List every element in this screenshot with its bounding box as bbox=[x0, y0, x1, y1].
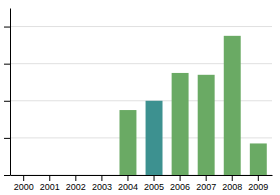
bar bbox=[146, 101, 163, 175]
y-tick bbox=[4, 175, 10, 176]
bar bbox=[15, 175, 32, 176]
bar bbox=[198, 75, 215, 175]
x-tick-label: 2007 bbox=[196, 182, 216, 192]
x-tick: 2009 bbox=[248, 175, 268, 192]
y-tick-mark bbox=[4, 175, 10, 176]
x-tick-label: 2006 bbox=[170, 182, 190, 192]
x-tick-label: 2008 bbox=[222, 182, 242, 192]
x-tick-label: 2003 bbox=[92, 182, 112, 192]
x-tick-mark bbox=[23, 175, 24, 181]
plot: 2000 2001 2002 2003 2004 2005 2006 2007 2008 2009 bbox=[4, 9, 273, 193]
x-tick: 2004 bbox=[118, 175, 138, 192]
chart: 2000 2001 2002 2003 2004 2005 2006 2007 2008 2009 bbox=[0, 0, 280, 195]
bar bbox=[67, 175, 84, 176]
x-tick-label: 2000 bbox=[14, 182, 34, 192]
x-axis: 2000 2001 2002 2003 2004 2005 2006 2007 2008 2009 bbox=[11, 175, 273, 192]
x-tick-label: 2001 bbox=[40, 182, 60, 192]
y-tick bbox=[4, 101, 10, 102]
x-tick-mark bbox=[154, 175, 155, 181]
x-tick-mark bbox=[180, 175, 181, 181]
x-tick-mark bbox=[75, 175, 76, 181]
x-tick: 2006 bbox=[170, 175, 190, 192]
grid-line bbox=[10, 26, 272, 27]
x-tick: 2001 bbox=[40, 175, 60, 192]
bar bbox=[93, 175, 110, 176]
y-tick bbox=[4, 138, 10, 139]
x-tick-mark bbox=[101, 175, 102, 181]
bar bbox=[224, 36, 241, 175]
x-tick-label: 2004 bbox=[118, 182, 138, 192]
y-axis-line bbox=[10, 9, 11, 176]
grid bbox=[10, 27, 272, 175]
x-tick-mark bbox=[206, 175, 207, 181]
x-tick: 2003 bbox=[92, 175, 112, 192]
x-tick: 2008 bbox=[222, 175, 242, 192]
x-tick-mark bbox=[232, 175, 233, 181]
y-tick-mark bbox=[4, 27, 10, 28]
bar bbox=[250, 143, 267, 175]
x-tick-label: 2005 bbox=[144, 182, 164, 192]
bar bbox=[172, 73, 189, 175]
x-tick-mark bbox=[258, 175, 259, 181]
x-tick-label: 2009 bbox=[248, 182, 268, 192]
x-tick-label: 2002 bbox=[66, 182, 86, 192]
x-tick-mark bbox=[49, 175, 50, 181]
y-tick bbox=[4, 27, 10, 28]
bar bbox=[119, 110, 136, 175]
y-tick-mark bbox=[4, 101, 10, 102]
x-tick: 2002 bbox=[66, 175, 86, 192]
y-axis bbox=[4, 9, 11, 176]
x-tick: 2000 bbox=[14, 175, 34, 192]
bars bbox=[119, 36, 266, 175]
x-tick: 2005 bbox=[144, 175, 164, 192]
x-tick: 2007 bbox=[196, 175, 216, 192]
y-tick bbox=[4, 64, 10, 65]
x-tick-mark bbox=[127, 175, 128, 181]
y-tick-mark bbox=[4, 138, 10, 139]
y-tick-mark bbox=[4, 64, 10, 65]
bar bbox=[41, 175, 58, 176]
